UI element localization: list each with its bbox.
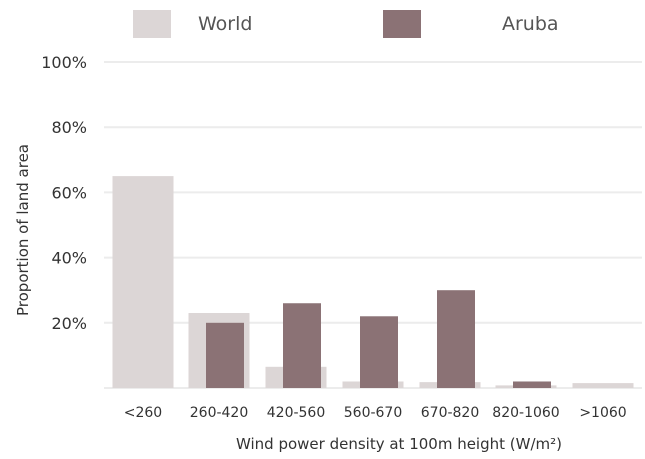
bars <box>112 176 634 388</box>
x-category-label: 560-670 <box>344 405 403 421</box>
x-axis-title: Wind power density at 100m height (W/m²) <box>236 435 562 453</box>
legend-label: World <box>198 13 252 35</box>
bar-world <box>112 176 174 388</box>
bar-aruba <box>360 316 398 388</box>
bar-aruba <box>283 303 321 388</box>
y-axis-title: Proportion of land area <box>14 144 32 316</box>
x-category-label: 260-420 <box>190 405 249 421</box>
y-axis-ticks: 20% 40% 60% 80% 100% <box>41 53 87 333</box>
y-tick-label: 20% <box>51 314 87 333</box>
bar-world <box>572 383 634 388</box>
legend: World Aruba <box>133 10 559 38</box>
x-axis-categories: <260 260-420 420-560 560-670 670-820 820-1060… <box>124 405 627 421</box>
y-tick-label: 60% <box>51 183 87 202</box>
x-category-label: >1060 <box>579 405 626 421</box>
x-category-label: <260 <box>124 405 162 421</box>
bar-aruba <box>206 322 244 388</box>
y-tick-label: 80% <box>51 118 87 137</box>
x-category-label: 670-820 <box>421 405 480 421</box>
legend-label: Aruba <box>502 13 559 35</box>
legend-swatch <box>383 10 421 38</box>
x-category-label: 820-1060 <box>492 405 559 421</box>
y-tick-label: 40% <box>51 249 87 268</box>
y-tick-label: 100% <box>41 53 87 72</box>
legend-swatch <box>133 10 171 38</box>
bar-aruba <box>437 290 475 388</box>
bar-aruba <box>513 381 551 388</box>
x-category-label: 420-560 <box>267 405 326 421</box>
